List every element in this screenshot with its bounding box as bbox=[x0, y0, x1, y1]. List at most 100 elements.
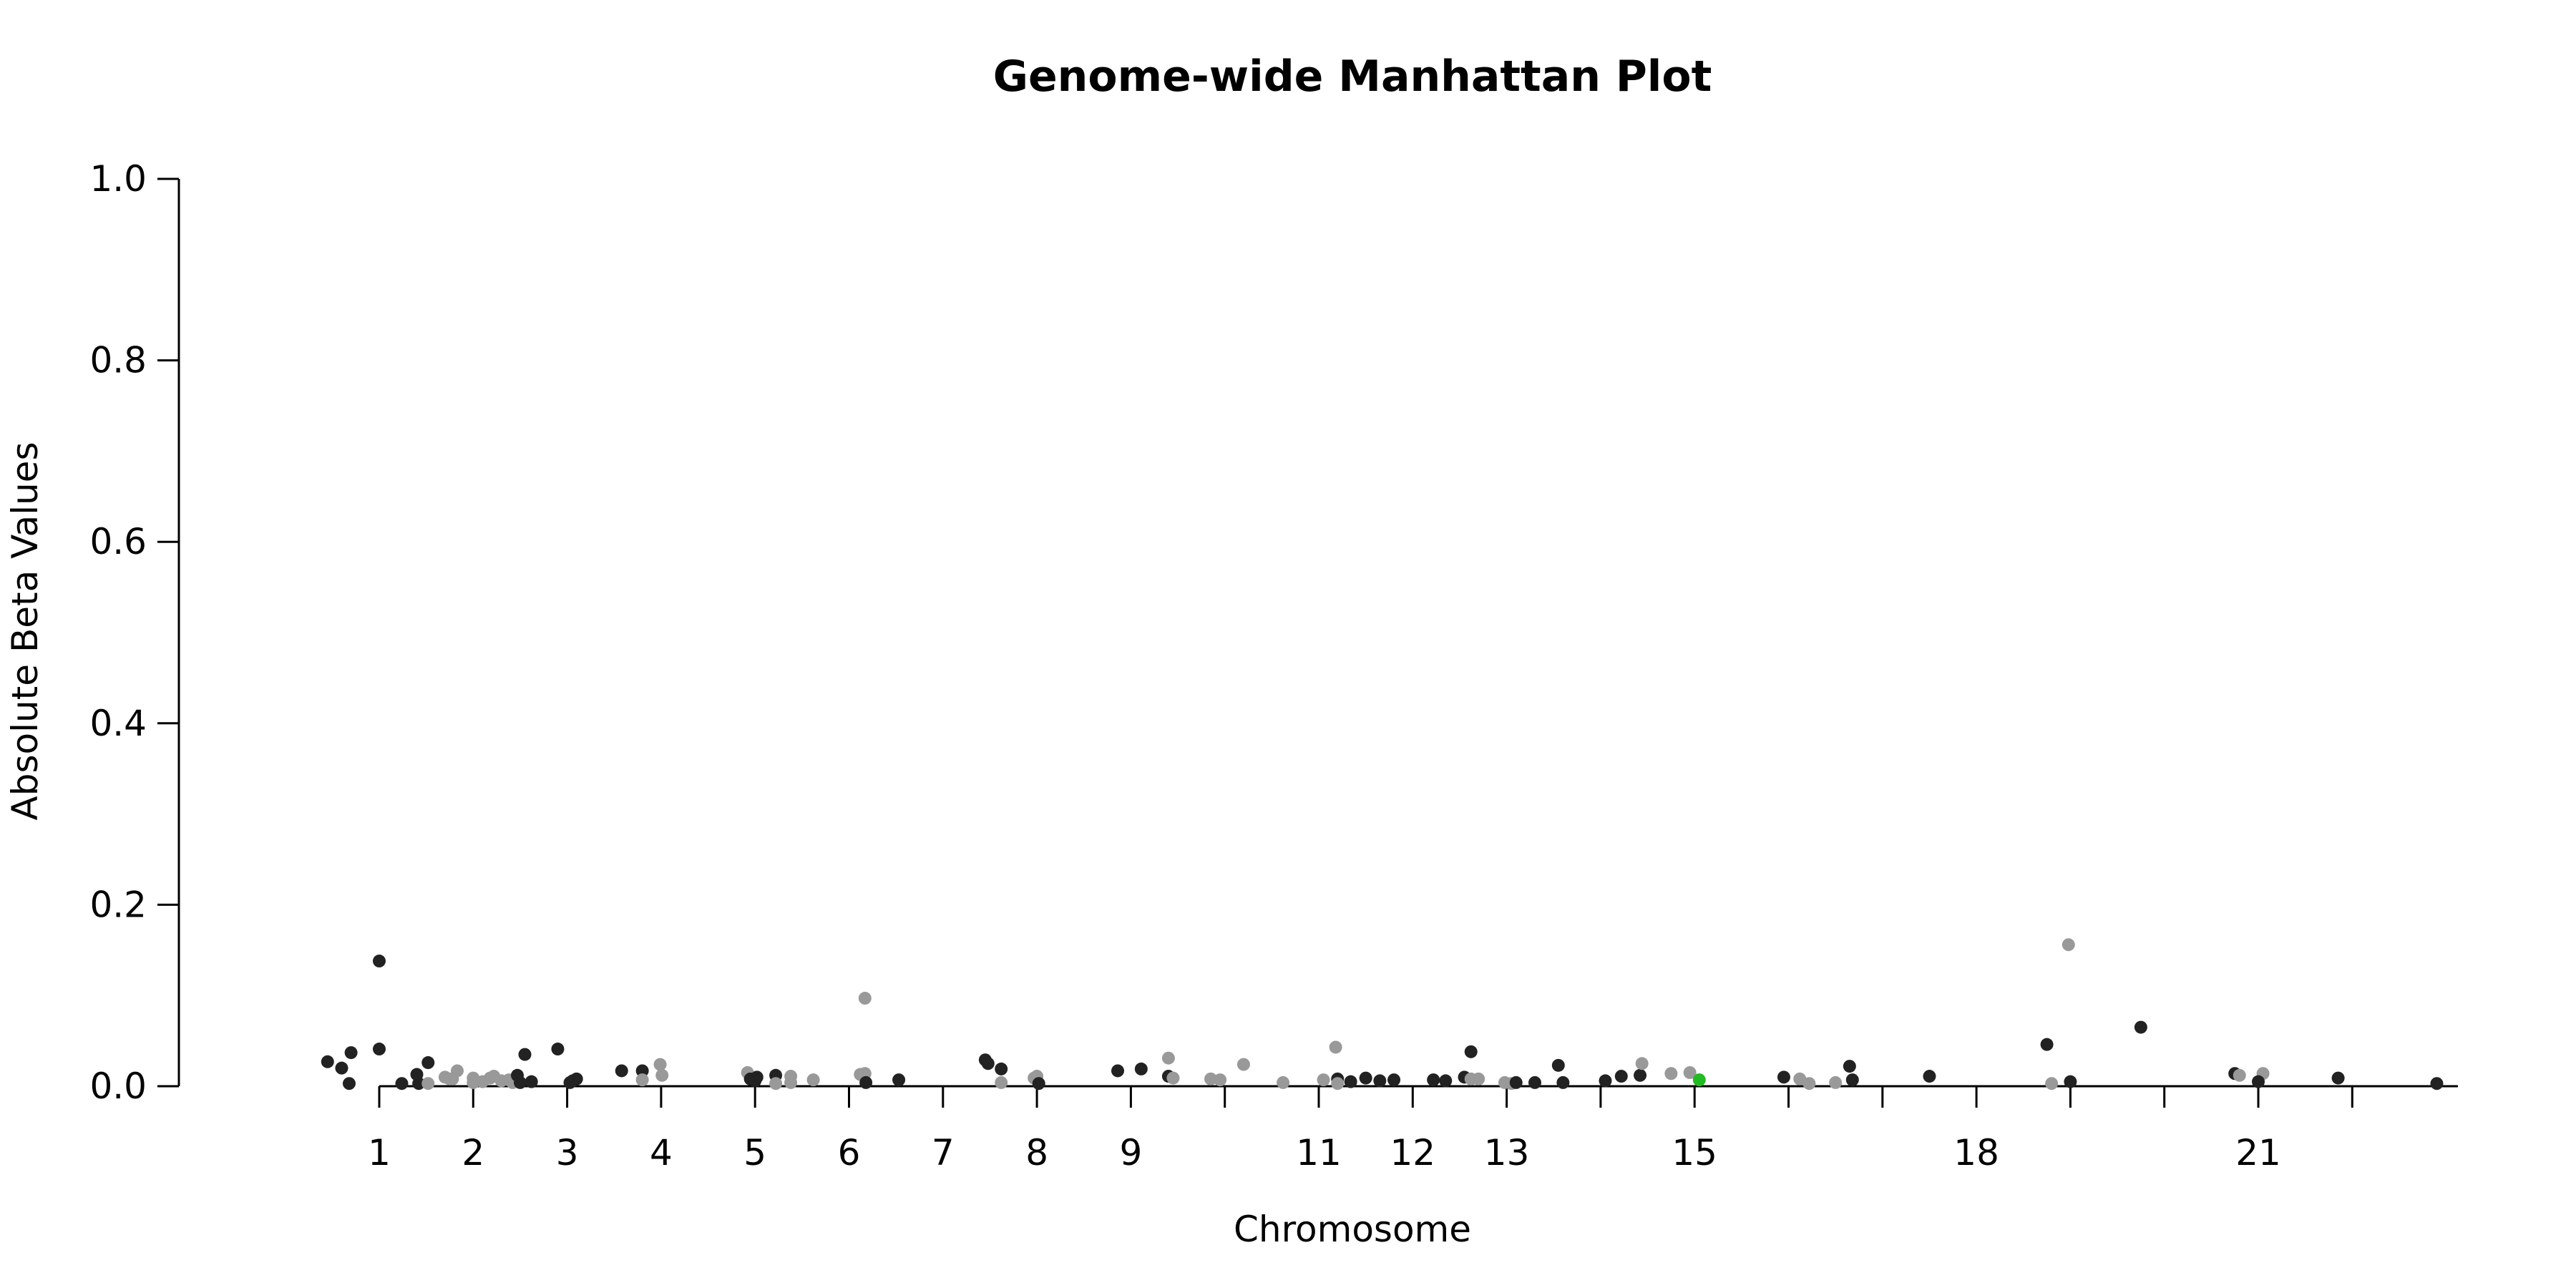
data-point bbox=[513, 1075, 527, 1089]
data-point bbox=[981, 1057, 995, 1070]
x-tick-label: 12 bbox=[1390, 1132, 1435, 1174]
x-tick-label: 3 bbox=[556, 1132, 579, 1174]
data-point bbox=[467, 1075, 480, 1089]
data-point bbox=[1387, 1073, 1401, 1087]
data-point bbox=[421, 1077, 435, 1091]
data-point bbox=[518, 1048, 532, 1061]
data-point bbox=[395, 1077, 409, 1091]
x-tick-label: 4 bbox=[650, 1132, 673, 1174]
data-point bbox=[1134, 1062, 1148, 1075]
data-point bbox=[1329, 1040, 1342, 1054]
data-point bbox=[2331, 1071, 2345, 1085]
y-tick-label: 1.0 bbox=[89, 158, 147, 200]
data-point bbox=[412, 1077, 426, 1091]
data-point bbox=[859, 1075, 873, 1089]
data-point bbox=[1635, 1057, 1649, 1070]
data-point bbox=[653, 1058, 667, 1071]
chart-title: Genome-wide Manhattan Plot bbox=[993, 52, 1712, 102]
y-tick-label: 0.8 bbox=[89, 340, 147, 381]
data-point bbox=[615, 1064, 628, 1078]
data-point bbox=[1599, 1074, 1612, 1088]
data-point bbox=[1344, 1075, 1357, 1088]
data-point bbox=[1317, 1073, 1330, 1087]
data-point bbox=[1427, 1073, 1440, 1087]
data-point bbox=[1509, 1075, 1523, 1089]
y-axis-ticks: 0.0 0.2 0.4 0.6 0.8 1.0 bbox=[89, 158, 179, 1107]
data-point bbox=[1161, 1051, 1175, 1065]
data-point bbox=[1551, 1058, 1565, 1072]
data-point bbox=[1439, 1074, 1453, 1088]
x-tick-label: 9 bbox=[1119, 1132, 1142, 1174]
data-point bbox=[1111, 1064, 1125, 1078]
data-point bbox=[1845, 1073, 1859, 1087]
x-tick-label: 8 bbox=[1025, 1132, 1048, 1174]
data-point bbox=[995, 1062, 1008, 1075]
data-point bbox=[1683, 1065, 1697, 1079]
y-tick-label: 0.0 bbox=[89, 1065, 147, 1107]
data-point bbox=[1802, 1077, 1816, 1091]
x-tick-label: 15 bbox=[1672, 1132, 1717, 1174]
data-point bbox=[1331, 1077, 1345, 1091]
data-point bbox=[1528, 1075, 1541, 1089]
data-point bbox=[1664, 1067, 1678, 1080]
x-tick-label: 6 bbox=[838, 1132, 861, 1174]
data-point bbox=[635, 1073, 649, 1087]
data-point bbox=[1777, 1070, 1790, 1084]
data-point bbox=[806, 1073, 820, 1087]
y-axis-label: Absolute Beta Values bbox=[4, 442, 46, 821]
data-point bbox=[1829, 1075, 1843, 1089]
data-point bbox=[2064, 1075, 2077, 1088]
data-point bbox=[784, 1075, 798, 1089]
data-point bbox=[1277, 1075, 1290, 1089]
x-tick-label: 7 bbox=[932, 1132, 955, 1174]
data-point bbox=[750, 1070, 763, 1084]
data-point bbox=[551, 1043, 565, 1056]
data-point bbox=[1556, 1075, 1570, 1089]
data-point bbox=[1359, 1071, 1372, 1085]
data-point bbox=[570, 1072, 583, 1085]
data-point bbox=[373, 1043, 386, 1056]
y-tick-label: 0.2 bbox=[89, 884, 147, 925]
data-point bbox=[1032, 1077, 1045, 1091]
data-point bbox=[2045, 1077, 2059, 1091]
data-point bbox=[1236, 1058, 1250, 1071]
x-tick-label: 11 bbox=[1296, 1132, 1342, 1174]
data-point bbox=[525, 1075, 538, 1088]
data-point bbox=[1214, 1073, 1227, 1087]
data-point bbox=[1166, 1071, 1180, 1085]
x-tick-label: 18 bbox=[1953, 1132, 1999, 1174]
data-point bbox=[421, 1056, 435, 1070]
data-point bbox=[335, 1061, 348, 1075]
x-axis-label: Chromosome bbox=[1234, 1209, 1471, 1250]
data-point bbox=[892, 1073, 906, 1087]
data-point bbox=[995, 1075, 1008, 1089]
x-tick-label: 1 bbox=[368, 1132, 391, 1174]
data-point bbox=[1472, 1072, 1485, 1085]
data-point bbox=[635, 1064, 649, 1078]
data-point bbox=[858, 992, 872, 1005]
data-point bbox=[2252, 1075, 2265, 1088]
x-tick-label: 2 bbox=[462, 1132, 484, 1174]
x-axis-ticks: 1 2 3 4 5 6 7 8 9 11 12 13 15 18 21 bbox=[368, 1086, 2353, 1174]
data-point bbox=[769, 1077, 783, 1091]
x-tick-label: 13 bbox=[1484, 1132, 1530, 1174]
data-point bbox=[1614, 1070, 1628, 1083]
data-point bbox=[342, 1077, 356, 1091]
y-tick-label: 0.4 bbox=[89, 703, 147, 744]
data-point bbox=[2233, 1068, 2246, 1082]
data-point bbox=[344, 1046, 358, 1060]
data-point bbox=[1923, 1070, 1936, 1083]
data-point bbox=[1373, 1074, 1387, 1088]
data-point bbox=[1204, 1072, 1218, 1085]
data-points bbox=[321, 938, 2444, 1091]
data-point bbox=[373, 955, 386, 968]
data-point bbox=[1464, 1045, 1478, 1058]
highlighted-data-point bbox=[1692, 1073, 1706, 1087]
data-point bbox=[1634, 1068, 1647, 1082]
data-point bbox=[2040, 1038, 2054, 1051]
x-tick-label: 21 bbox=[2235, 1132, 2281, 1174]
data-point bbox=[2430, 1077, 2444, 1091]
data-point bbox=[1843, 1060, 1856, 1073]
